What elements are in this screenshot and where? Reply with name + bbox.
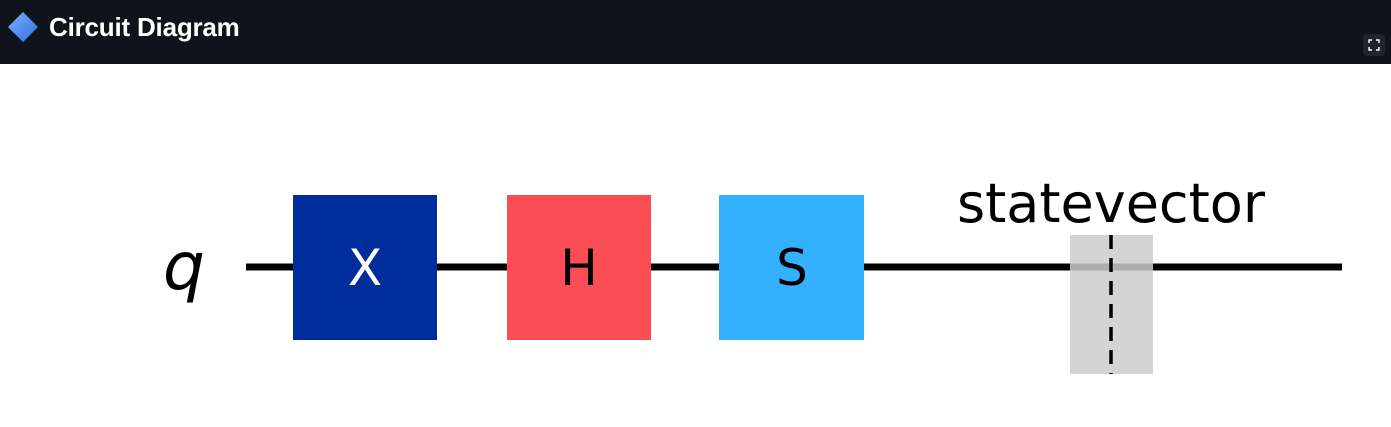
title-area: Circuit Diagram (6, 10, 240, 44)
barrier-statevector: statevector (957, 172, 1266, 374)
qubit-label: q (163, 228, 205, 305)
gate-x-label: X (348, 239, 382, 297)
gate-h-box (507, 195, 651, 340)
app-header: Circuit Diagram (0, 0, 1391, 64)
gate-h: H (507, 195, 651, 340)
gate-s-box (719, 195, 864, 340)
barrier-label: statevector (957, 172, 1266, 235)
expand-icon (1368, 36, 1380, 55)
fullscreen-button[interactable] (1363, 34, 1385, 56)
page-title: Circuit Diagram (49, 11, 240, 42)
blue-diamond-icon (6, 10, 40, 44)
gate-h-label: H (560, 239, 598, 297)
gate-s-label: S (776, 239, 808, 297)
gate-x-box (293, 195, 437, 340)
gate-x: X (293, 195, 437, 340)
circuit-diagram: q X H S statevector (163, 172, 1342, 374)
gate-s: S (719, 195, 864, 340)
